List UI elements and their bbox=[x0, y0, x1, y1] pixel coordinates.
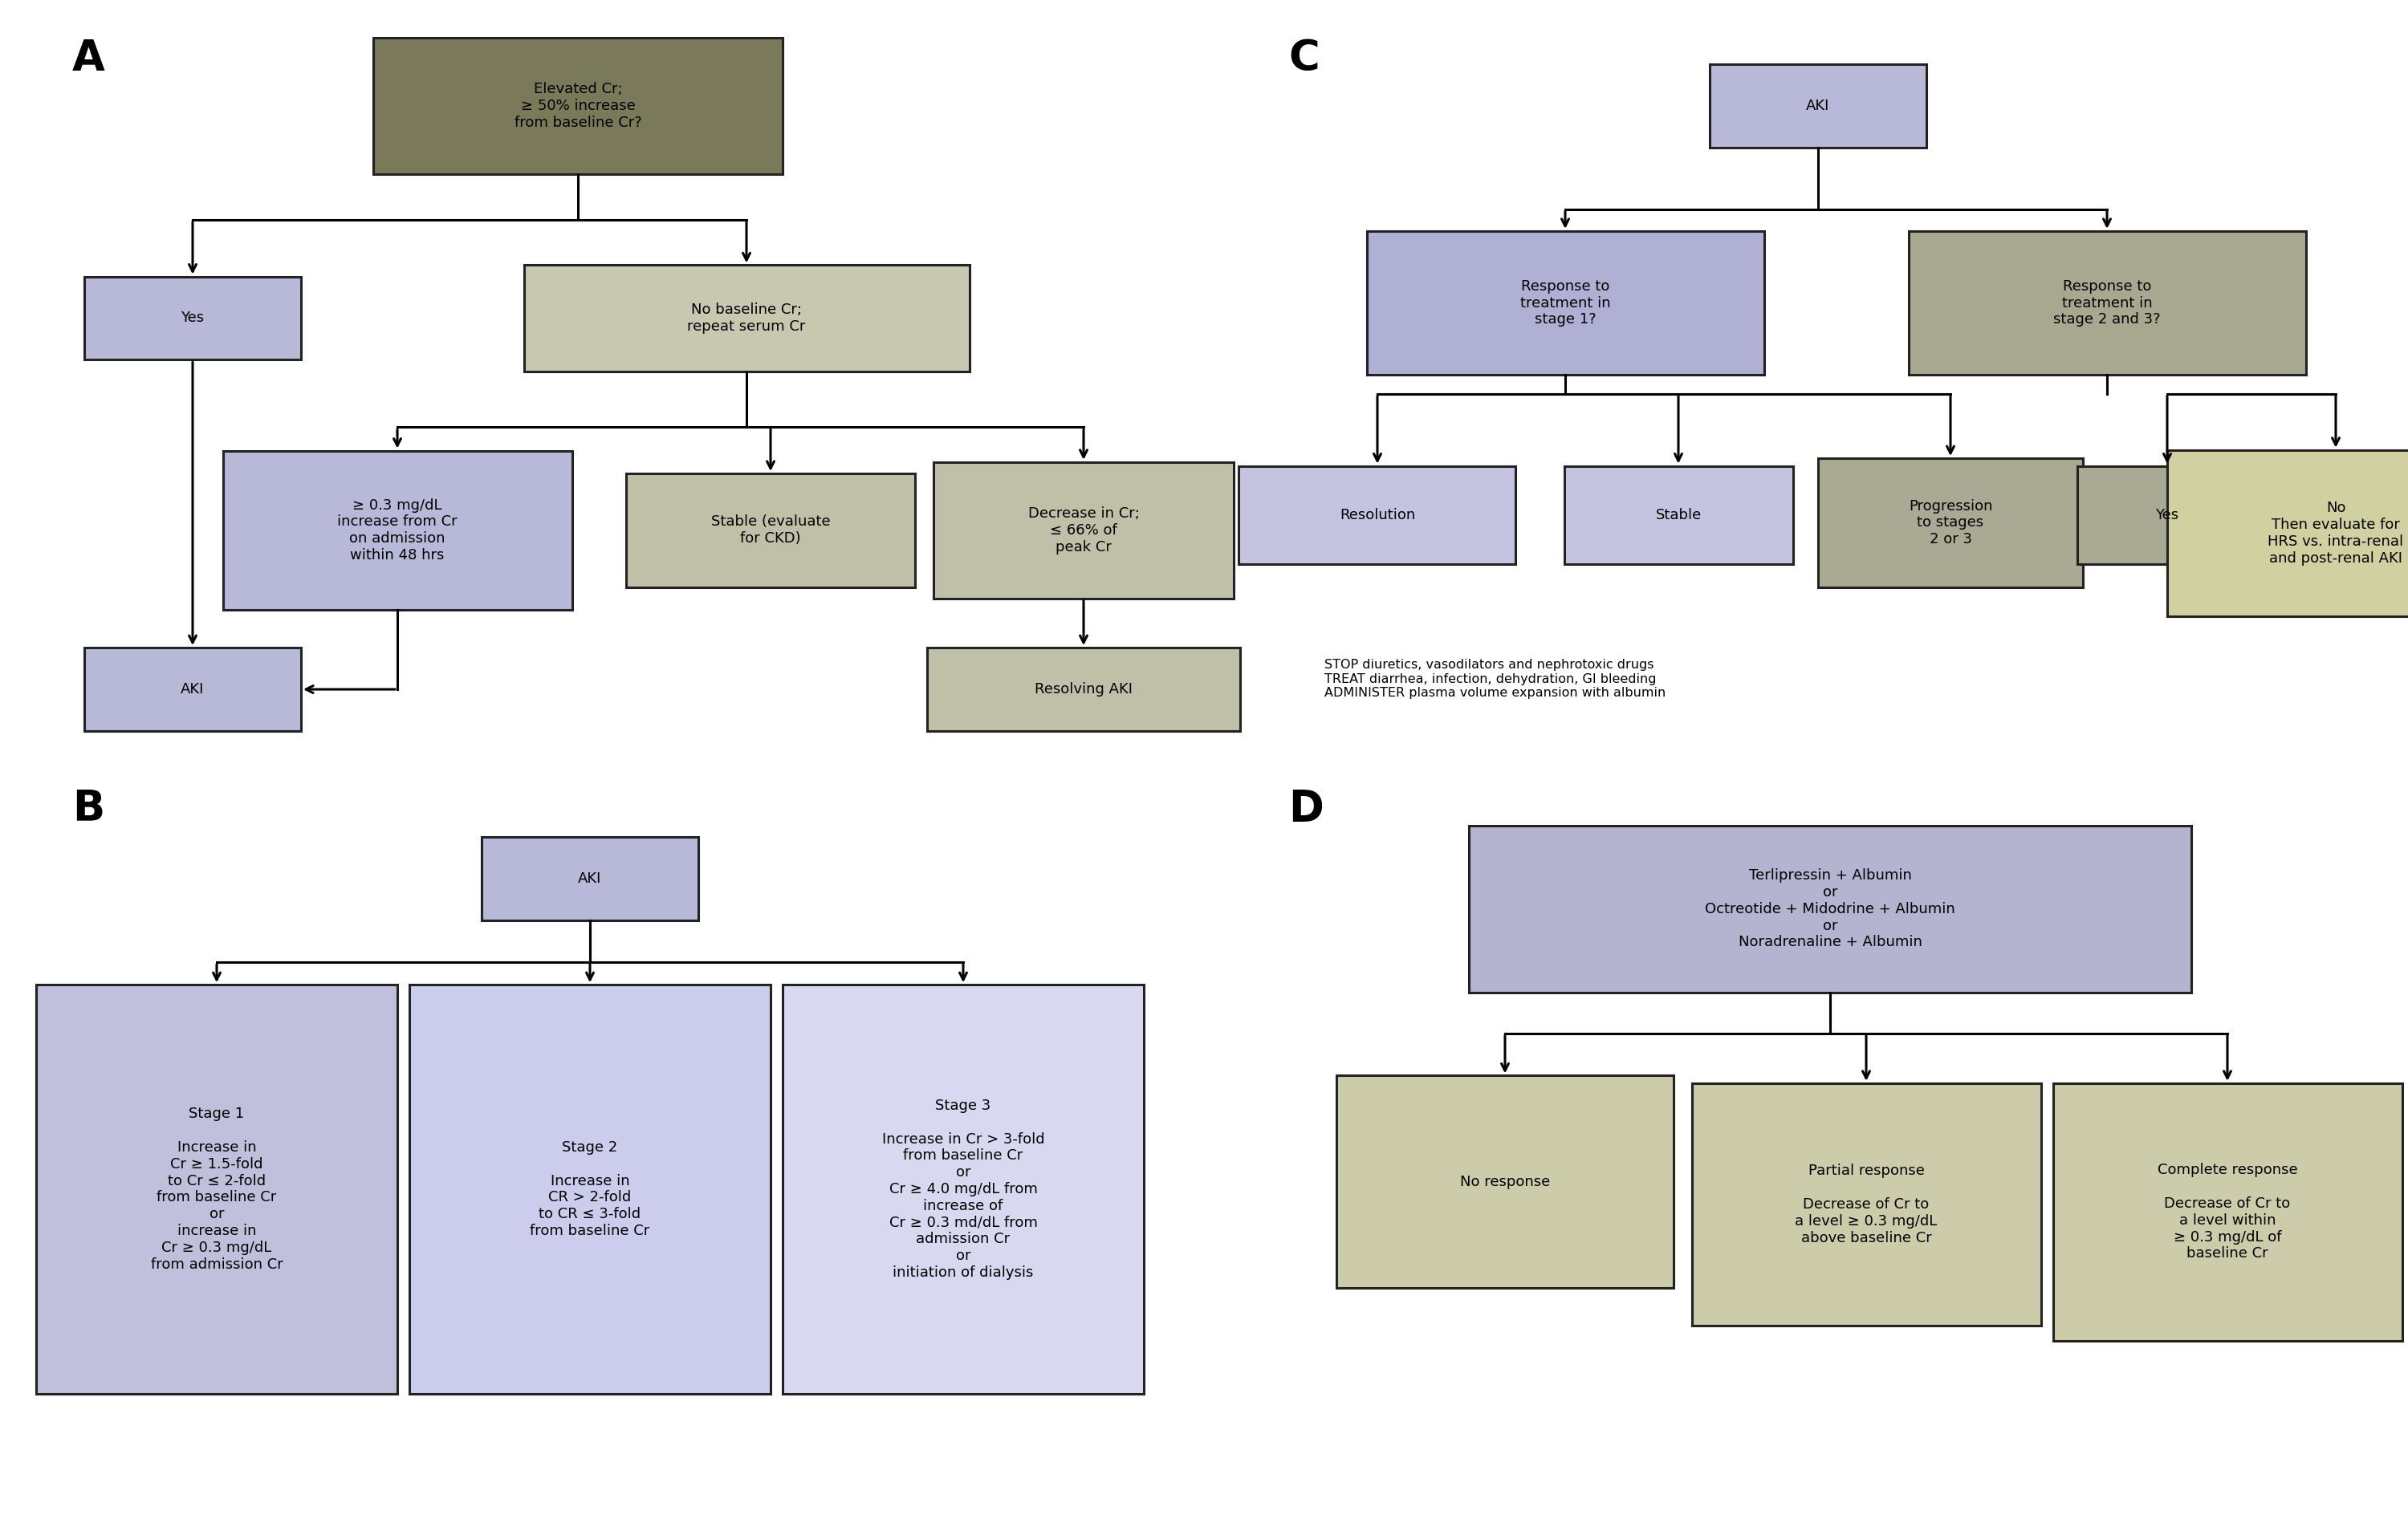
FancyBboxPatch shape bbox=[1818, 458, 2083, 586]
FancyBboxPatch shape bbox=[373, 38, 783, 174]
FancyBboxPatch shape bbox=[1690, 1083, 2040, 1326]
Text: No response: No response bbox=[1459, 1174, 1551, 1189]
FancyBboxPatch shape bbox=[525, 265, 968, 371]
FancyBboxPatch shape bbox=[626, 473, 915, 586]
Text: Stage 2

Increase in
CR > 2-fold
to CR ≤ 3-fold
from baseline Cr: Stage 2 Increase in CR > 2-fold to CR ≤ … bbox=[530, 1141, 650, 1238]
FancyBboxPatch shape bbox=[482, 836, 698, 921]
Text: D: D bbox=[1288, 788, 1324, 830]
Text: Decrease in Cr;
≤ 66% of
peak Cr: Decrease in Cr; ≤ 66% of peak Cr bbox=[1028, 506, 1139, 554]
Text: Yes: Yes bbox=[2155, 508, 2179, 523]
Text: C: C bbox=[1288, 38, 1320, 80]
FancyBboxPatch shape bbox=[783, 985, 1144, 1394]
FancyBboxPatch shape bbox=[1368, 230, 1763, 374]
Text: STOP diuretics, vasodilators and nephrotoxic drugs
TREAT diarrhea, infection, de: STOP diuretics, vasodilators and nephrot… bbox=[1324, 659, 1666, 698]
FancyBboxPatch shape bbox=[1469, 826, 2191, 992]
FancyBboxPatch shape bbox=[1710, 64, 1926, 147]
FancyBboxPatch shape bbox=[1565, 465, 1792, 564]
FancyBboxPatch shape bbox=[927, 647, 1240, 730]
Text: No baseline Cr;
repeat serum Cr: No baseline Cr; repeat serum Cr bbox=[686, 303, 807, 333]
Text: Stage 1

Increase in
Cr ≥ 1.5-fold
to Cr ≤ 2-fold
from baseline Cr
or
increase i: Stage 1 Increase in Cr ≥ 1.5-fold to Cr … bbox=[152, 1107, 282, 1271]
FancyBboxPatch shape bbox=[1336, 1076, 1674, 1288]
Text: AKI: AKI bbox=[578, 871, 602, 886]
Text: B: B bbox=[72, 788, 104, 830]
Text: Resolution: Resolution bbox=[1339, 508, 1416, 523]
Text: Response to
treatment in
stage 2 and 3?: Response to treatment in stage 2 and 3? bbox=[2054, 279, 2160, 327]
FancyBboxPatch shape bbox=[1238, 465, 1517, 564]
Text: AKI: AKI bbox=[181, 682, 205, 697]
Text: Complete response

Decrease of Cr to
a level within
≥ 0.3 mg/dL of
baseline Cr: Complete response Decrease of Cr to a le… bbox=[2158, 1164, 2297, 1260]
Text: AKI: AKI bbox=[1806, 98, 1830, 114]
FancyBboxPatch shape bbox=[934, 462, 1233, 598]
Text: Terlipressin + Albumin
or
Octreotide + Midodrine + Albumin
or
Noradrenaline + Al: Terlipressin + Albumin or Octreotide + M… bbox=[1705, 868, 1955, 950]
FancyBboxPatch shape bbox=[36, 985, 397, 1394]
Text: Progression
to stages
2 or 3: Progression to stages 2 or 3 bbox=[1910, 498, 1991, 547]
FancyBboxPatch shape bbox=[224, 451, 573, 609]
FancyBboxPatch shape bbox=[2076, 465, 2259, 564]
FancyBboxPatch shape bbox=[409, 985, 771, 1394]
Text: Partial response

Decrease of Cr to
a level ≥ 0.3 mg/dL
above baseline Cr: Partial response Decrease of Cr to a lev… bbox=[1794, 1164, 1938, 1245]
FancyBboxPatch shape bbox=[1907, 230, 2307, 374]
Text: ≥ 0.3 mg/dL
increase from Cr
on admission
within 48 hrs: ≥ 0.3 mg/dL increase from Cr on admissio… bbox=[337, 498, 458, 562]
FancyBboxPatch shape bbox=[2052, 1083, 2401, 1341]
FancyBboxPatch shape bbox=[84, 276, 301, 359]
Text: Yes: Yes bbox=[181, 311, 205, 326]
FancyBboxPatch shape bbox=[84, 647, 301, 730]
Text: Stable (evaluate
for CKD): Stable (evaluate for CKD) bbox=[710, 515, 831, 545]
Text: Elevated Cr;
≥ 50% increase
from baseline Cr?: Elevated Cr; ≥ 50% increase from baselin… bbox=[515, 82, 641, 130]
Text: Response to
treatment in
stage 1?: Response to treatment in stage 1? bbox=[1519, 279, 1611, 327]
Text: A: A bbox=[72, 38, 106, 80]
Text: Stage 3

Increase in Cr > 3-fold
from baseline Cr
or
Cr ≥ 4.0 mg/dL from
increas: Stage 3 Increase in Cr > 3-fold from bas… bbox=[881, 1098, 1045, 1280]
Text: Resolving AKI: Resolving AKI bbox=[1035, 682, 1132, 697]
FancyBboxPatch shape bbox=[2167, 450, 2408, 617]
Text: Stable: Stable bbox=[1654, 508, 1702, 523]
Text: No
Then evaluate for
HRS vs. intra-renal
and post-renal AKI: No Then evaluate for HRS vs. intra-renal… bbox=[2268, 501, 2403, 565]
